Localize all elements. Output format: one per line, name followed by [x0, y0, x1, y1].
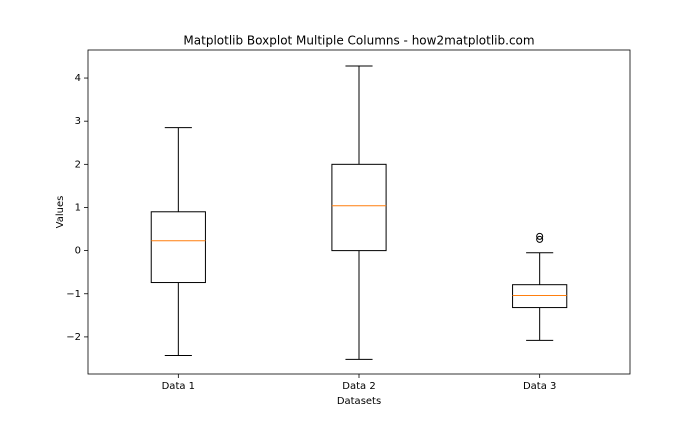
y-tick-label: −1: [66, 289, 81, 300]
x-tick-label: Data 1: [162, 381, 195, 392]
x-tick-label: Data 3: [523, 381, 556, 392]
x-axis-label: Datasets: [337, 396, 381, 407]
y-tick-label: 3: [75, 116, 81, 127]
y-tick-label: −2: [66, 332, 81, 343]
box: [512, 284, 568, 309]
flier: [536, 235, 544, 243]
y-tick-label: 2: [75, 159, 81, 170]
chart-title: Matplotlib Boxplot Multiple Columns - ho…: [183, 34, 534, 48]
y-axis-label: Values: [55, 196, 66, 229]
box: [150, 211, 206, 284]
y-tick-label: 4: [75, 73, 81, 84]
y-tick-label: 0: [75, 246, 81, 257]
box: [331, 163, 387, 252]
y-tick-label: 1: [75, 202, 81, 213]
x-tick-label: Data 2: [342, 381, 375, 392]
flier: [536, 232, 544, 240]
